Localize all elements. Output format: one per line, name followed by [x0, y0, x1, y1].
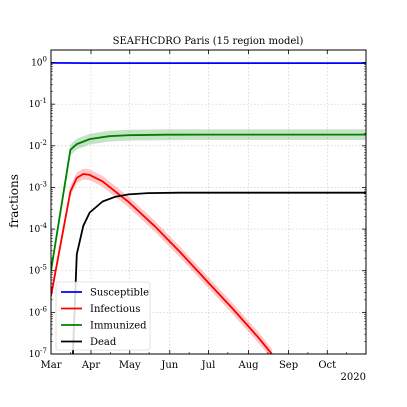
- series-lines: [51, 62, 366, 354]
- x-tick-label: May: [119, 360, 141, 371]
- x-tick-label: Apr: [81, 360, 101, 371]
- x-tick-label: Jul: [201, 360, 216, 371]
- y-tick-label: 100: [31, 56, 47, 69]
- line-immunized: [51, 133, 366, 271]
- plot-frame: [50, 49, 367, 355]
- x-tick-label: Aug: [237, 360, 259, 371]
- line-dead: [72, 191, 366, 354]
- y-tick-label: 10-6: [29, 305, 48, 318]
- x-tick-label: Sep: [279, 360, 298, 371]
- x-tick-label: Oct: [318, 360, 336, 371]
- y-tick-label: 10-2: [29, 139, 47, 152]
- y-tick-label: 10-1: [29, 97, 47, 110]
- y-axis-label: fractions: [7, 174, 21, 228]
- y-tick-label: 10-7: [29, 347, 47, 360]
- y-tick-label: 10-4: [29, 222, 48, 235]
- band-immunized: [51, 129, 366, 277]
- x-tick-label: Jun: [160, 360, 178, 371]
- y-tick-label: 10-3: [29, 180, 47, 193]
- line-infectious: [51, 173, 273, 354]
- legend-box: [55, 281, 151, 351]
- x-year-label: 2020: [341, 372, 366, 383]
- legend-label-susceptible: Susceptible: [90, 288, 149, 299]
- legend-label-dead: Dead: [90, 337, 117, 348]
- axes: Mar Apr May Jun Jul Aug Sep Oct 100 10-1 10-2 10-3 1…: [29, 49, 367, 371]
- legend: Susceptible Infectious Immunized Dead: [55, 281, 151, 351]
- chart-title: SEAFHCDRO Paris (15 region model): [113, 36, 304, 47]
- x-tick-label: Mar: [41, 360, 62, 371]
- y-tick-label: 10-5: [29, 264, 47, 277]
- legend-label-immunized: Immunized: [90, 321, 147, 332]
- legend-label-infectious: Infectious: [90, 304, 140, 315]
